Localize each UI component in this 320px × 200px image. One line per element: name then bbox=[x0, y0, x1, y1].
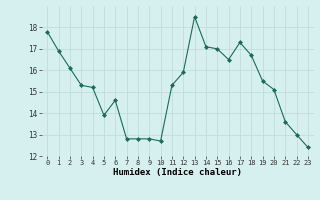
X-axis label: Humidex (Indice chaleur): Humidex (Indice chaleur) bbox=[113, 168, 242, 177]
